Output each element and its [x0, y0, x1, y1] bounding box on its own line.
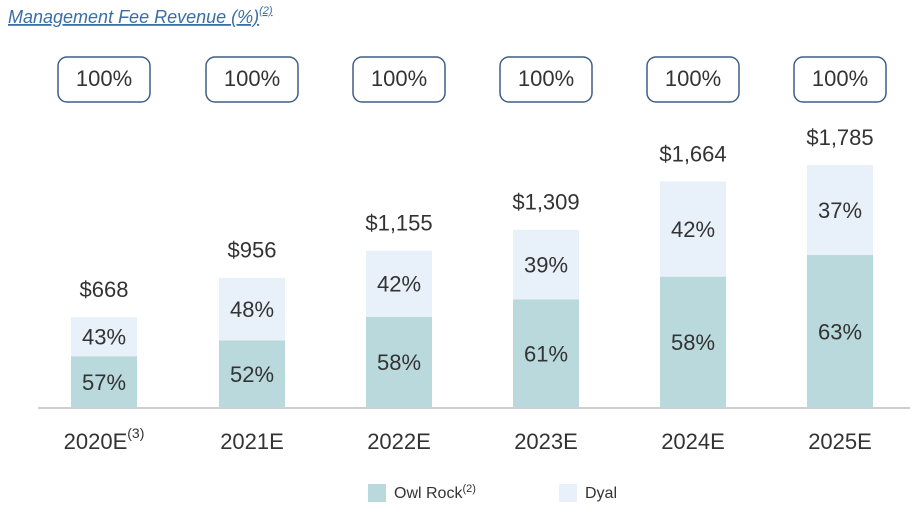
legend-label: Owl Rock(2)	[394, 483, 476, 502]
total-label: $1,309	[512, 190, 579, 215]
x-tick-label: 2021E	[220, 429, 284, 454]
bar-segment	[660, 181, 726, 277]
x-tick-label: 2025E	[808, 429, 872, 454]
title-text: Management Fee Revenue (%)	[8, 7, 259, 27]
total-label: $668	[80, 277, 129, 302]
box-label: 100%	[518, 66, 574, 91]
legend-superscript: (2)	[462, 483, 475, 495]
category-text: 2024E	[661, 429, 725, 454]
segment-label: 57%	[82, 370, 126, 395]
percent-box	[205, 56, 299, 103]
category-superscript: (3)	[127, 425, 144, 441]
total-label: $1,785	[806, 125, 873, 150]
segment-label: 39%	[524, 252, 568, 277]
segment-label: 43%	[82, 324, 126, 349]
bar-segment	[71, 356, 137, 408]
x-tick-label: 2022E	[367, 429, 431, 454]
category-text: 2021E	[220, 429, 284, 454]
box-label: 100%	[665, 66, 721, 91]
segment-label: 48%	[230, 297, 274, 322]
segment-label: 58%	[671, 330, 715, 355]
legend-name: Owl Rock	[394, 485, 463, 502]
bar-segment	[807, 254, 873, 408]
category-text: 2020E	[64, 429, 128, 454]
segment-label: 58%	[377, 350, 421, 375]
percent-box	[57, 56, 151, 103]
bar-segment	[807, 165, 873, 255]
legend-swatch	[368, 484, 386, 502]
x-tick-label: 2024E	[661, 429, 725, 454]
bar-segment	[366, 316, 432, 408]
x-tick-label: 2020E(3)	[64, 425, 145, 454]
category-text: 2025E	[808, 429, 872, 454]
total-label: $1,155	[365, 211, 432, 236]
box-label: 100%	[224, 66, 280, 91]
bar-segment	[219, 277, 285, 341]
percent-box	[499, 56, 593, 103]
legend-name: Dyal	[585, 485, 617, 502]
bar-segment	[71, 317, 137, 357]
bar-segment	[660, 276, 726, 408]
bar-segment	[366, 250, 432, 317]
legend-label: Dyal	[585, 485, 617, 502]
percent-box	[646, 56, 740, 103]
segment-label: 42%	[671, 217, 715, 242]
category-text: 2023E	[514, 429, 578, 454]
legend-swatch	[559, 484, 577, 502]
segment-label: 42%	[377, 272, 421, 297]
box-label: 100%	[76, 66, 132, 91]
bar-segment	[513, 299, 579, 408]
percent-box	[352, 56, 446, 103]
x-tick-label: 2023E	[514, 429, 578, 454]
segment-label: 61%	[524, 341, 568, 366]
total-label: $1,664	[659, 141, 726, 166]
chart-title: Management Fee Revenue (%)(2)	[8, 5, 273, 27]
box-label: 100%	[812, 66, 868, 91]
title-superscript: (2)	[259, 5, 273, 17]
category-text: 2022E	[367, 429, 431, 454]
percent-box	[793, 56, 887, 103]
segment-label: 37%	[818, 198, 862, 223]
segment-label: 52%	[230, 362, 274, 387]
bar-segment	[219, 340, 285, 408]
total-label: $956	[228, 238, 277, 263]
box-label: 100%	[371, 66, 427, 91]
bar-segment	[513, 229, 579, 300]
segment-label: 63%	[818, 319, 862, 344]
